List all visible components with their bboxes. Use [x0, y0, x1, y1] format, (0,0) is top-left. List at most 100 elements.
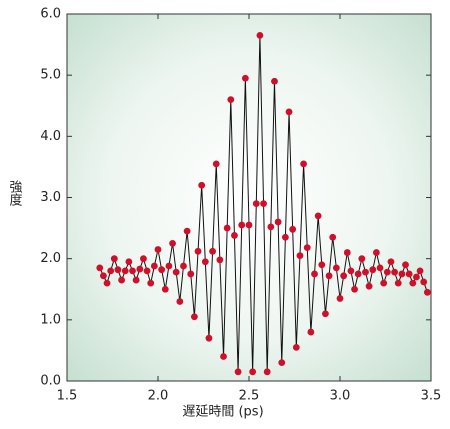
data-point — [180, 262, 187, 270]
data-point — [234, 368, 242, 376]
data-point — [296, 252, 304, 260]
data-point — [176, 298, 184, 305]
data-point — [354, 270, 362, 278]
y-tick-label: 5.0 — [40, 68, 61, 83]
data-point — [147, 279, 155, 287]
data-point — [420, 278, 428, 286]
y-axis-label: 強度 — [7, 180, 23, 206]
data-point — [373, 249, 380, 256]
data-point — [263, 368, 271, 376]
data-point — [402, 261, 409, 269]
data-point — [278, 359, 286, 367]
data-point — [260, 200, 267, 208]
data-point — [220, 353, 227, 360]
data-point — [132, 276, 140, 284]
data-point — [413, 273, 420, 281]
data-point — [289, 225, 297, 233]
x-tick-label: 3.5 — [421, 389, 442, 404]
data-point — [423, 288, 431, 296]
data-point — [158, 266, 166, 274]
data-point — [140, 255, 147, 263]
data-point — [362, 268, 369, 276]
x-tick-label: 3.0 — [330, 389, 351, 404]
data-point — [245, 221, 253, 229]
data-point — [292, 343, 300, 351]
data-point — [187, 270, 195, 278]
data-point — [314, 212, 322, 220]
x-tick-label: 2.5 — [239, 389, 260, 404]
data-point — [150, 262, 158, 270]
data-point — [172, 268, 180, 276]
data-point — [249, 368, 257, 376]
data-point — [300, 160, 307, 168]
data-point — [405, 270, 413, 278]
x-tick-label: 1.5 — [57, 389, 78, 404]
data-point — [383, 268, 391, 276]
data-point — [267, 223, 275, 231]
y-tick-label: 3.0 — [40, 190, 61, 205]
data-point — [252, 200, 260, 208]
data-point — [394, 279, 402, 287]
data-point — [129, 267, 136, 275]
x-tick-label: 2.0 — [148, 389, 169, 404]
data-point — [358, 255, 366, 263]
data-point — [107, 267, 115, 275]
data-point — [351, 285, 358, 293]
data-point — [325, 272, 333, 280]
data-point — [398, 270, 406, 278]
data-point — [238, 221, 246, 229]
data-point — [271, 77, 278, 85]
data-point — [212, 160, 220, 168]
data-point — [154, 246, 162, 253]
data-point — [336, 295, 344, 302]
data-point — [369, 266, 377, 274]
data-point — [241, 74, 249, 82]
data-point — [347, 267, 355, 275]
data-point — [332, 264, 340, 272]
data-point — [96, 264, 104, 272]
data-point — [274, 218, 282, 226]
data-point — [209, 247, 217, 255]
x-axis-label: 遅延時間 (ps) — [182, 405, 263, 420]
data-point — [256, 32, 264, 39]
data-point — [387, 258, 395, 266]
data-point — [282, 233, 289, 241]
data-point — [318, 261, 326, 269]
data-point — [380, 279, 388, 287]
y-tick-label: 4.0 — [40, 129, 61, 144]
data-point — [125, 258, 133, 266]
data-point — [201, 258, 209, 266]
data-point — [169, 239, 176, 247]
data-point — [285, 108, 293, 116]
data-point — [391, 268, 398, 276]
data-point — [303, 244, 311, 252]
data-point — [191, 313, 198, 321]
data-point — [307, 328, 315, 336]
y-tick-label: 6.0 — [40, 7, 61, 22]
data-point — [103, 279, 111, 287]
data-point — [110, 255, 118, 263]
data-point — [227, 96, 235, 104]
plot-area — [66, 13, 432, 382]
data-point — [118, 276, 125, 284]
data-point — [322, 310, 329, 318]
data-point — [161, 285, 169, 293]
data-point — [416, 267, 424, 275]
data-point — [183, 227, 191, 235]
data-point — [114, 266, 122, 274]
data-point — [205, 334, 213, 342]
data-point — [365, 282, 373, 290]
data-point — [165, 262, 173, 270]
data-point — [121, 267, 129, 275]
data-point — [340, 272, 348, 280]
data-point — [231, 232, 238, 239]
data-point — [376, 264, 384, 272]
data-point — [100, 272, 107, 280]
data-point — [409, 279, 417, 287]
data-point — [223, 224, 231, 232]
data-point — [194, 247, 202, 255]
data-point — [343, 249, 351, 256]
data-point — [311, 270, 318, 278]
y-tick-label: 1.0 — [40, 312, 61, 327]
